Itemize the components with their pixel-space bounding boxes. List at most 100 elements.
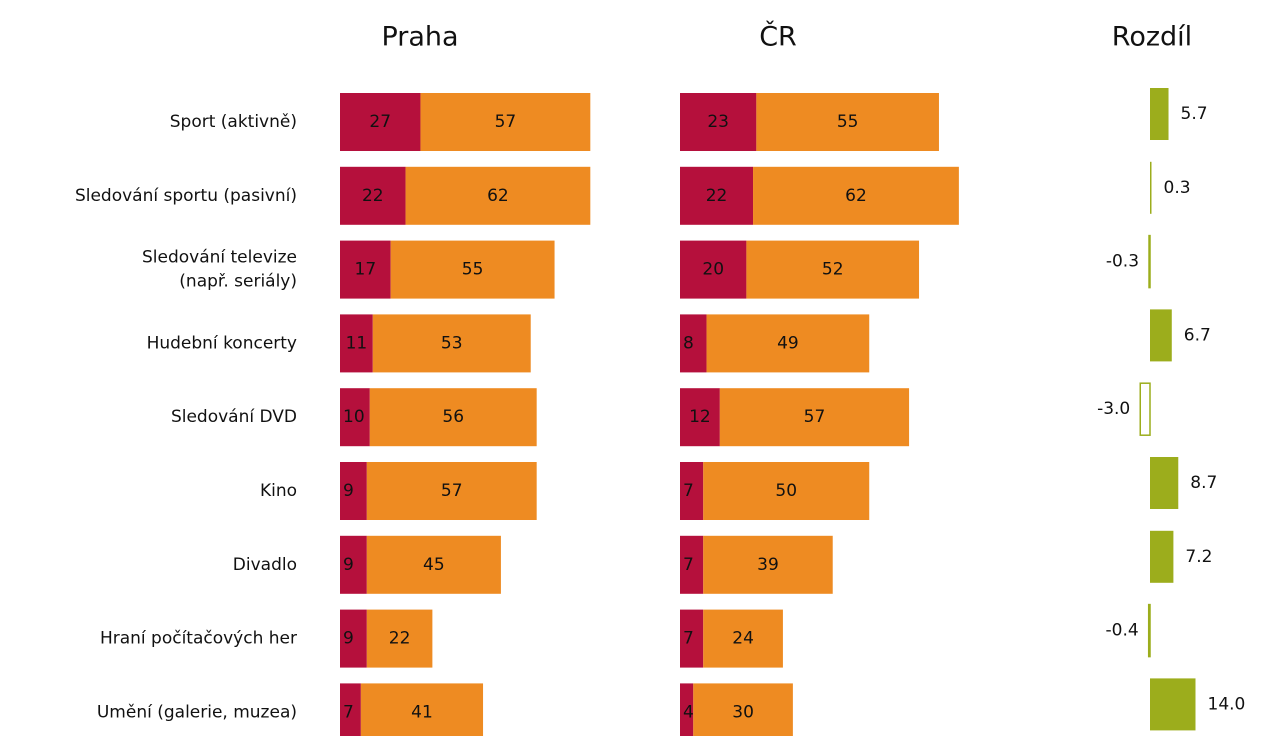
value-label: 8: [683, 333, 694, 353]
bar: [1150, 88, 1169, 140]
category-label: Hudební koncerty: [147, 333, 297, 353]
value-label: 55: [462, 260, 484, 280]
bar-segment: [680, 166, 754, 225]
category-label: Sport (aktivně): [170, 112, 297, 132]
bar-segment: [706, 314, 870, 373]
bar-segment: [693, 683, 793, 736]
value-label: 0.3: [1164, 178, 1191, 198]
value-label: 9: [343, 481, 354, 501]
bar-segment: [340, 166, 406, 225]
category-label: Kino: [260, 481, 297, 501]
bar-segment: [405, 166, 591, 225]
value-label: 17: [355, 260, 377, 280]
bar-segment: [703, 609, 783, 668]
bar: [1150, 457, 1179, 509]
value-label: 8.7: [1190, 473, 1217, 493]
bar-segment: [680, 462, 704, 520]
category-label: Divadlo: [233, 555, 297, 575]
bar-segment: [719, 388, 910, 447]
value-label: 27: [369, 112, 391, 132]
value-label: 5.7: [1181, 104, 1208, 124]
bar-segment: [420, 93, 591, 151]
bar-segment: [340, 462, 367, 520]
bar-segment: [340, 535, 367, 594]
category-label: Sledování sportu (pasivní): [75, 186, 297, 206]
value-label: 39: [757, 555, 779, 575]
value-label: 49: [777, 333, 799, 353]
bar-segment: [366, 609, 433, 668]
bar-segment: [746, 240, 920, 299]
bar: [1150, 678, 1196, 731]
bar-segment: [680, 683, 694, 736]
bar-segment: [753, 166, 959, 225]
value-label: 22: [389, 629, 411, 649]
bar-segment: [366, 535, 501, 594]
bar-segment: [680, 609, 704, 668]
value-label: 4: [683, 702, 694, 722]
bar-segment: [340, 314, 373, 373]
value-label: 62: [845, 186, 867, 206]
value-label: 24: [732, 629, 754, 649]
value-label: 57: [495, 112, 517, 132]
bar-segment: [680, 93, 757, 151]
bar-segment: [680, 314, 707, 373]
value-label: 10: [343, 407, 365, 427]
value-label: 30: [732, 702, 754, 722]
value-label: 9: [343, 629, 354, 649]
value-label: 55: [837, 112, 859, 132]
value-label: 20: [702, 260, 724, 280]
bar-segment: [340, 240, 391, 299]
value-label: 11: [346, 333, 368, 353]
value-label: 7: [683, 481, 694, 501]
value-label: 12: [689, 407, 711, 427]
value-label: 41: [411, 702, 433, 722]
bar-segment: [369, 388, 537, 447]
value-label: 7: [343, 702, 354, 722]
bar: [1150, 309, 1172, 362]
bar-segment: [366, 462, 537, 520]
bar-segment: [372, 314, 531, 373]
value-label: 52: [822, 260, 844, 280]
value-label: 62: [487, 186, 509, 206]
category-label: Sledování televize (např. seriály): [142, 248, 297, 292]
bar-segment: [680, 388, 720, 447]
category-line: (např. seriály): [179, 272, 297, 292]
value-label: 23: [707, 112, 729, 132]
bar: [1150, 530, 1174, 583]
value-label: 7: [683, 629, 694, 649]
value-label: 56: [442, 407, 464, 427]
bar-segment: [340, 388, 370, 447]
value-label: 57: [441, 481, 463, 501]
value-label: 7.2: [1185, 547, 1212, 567]
value-label: 14.0: [1208, 694, 1246, 714]
category-label: Sledování DVD: [171, 407, 297, 427]
panel-title: ČR: [759, 21, 797, 53]
value-label: 45: [423, 555, 445, 575]
category-label: Hraní počítačových her: [100, 629, 297, 649]
bar-segment: [680, 535, 704, 594]
bar: [1139, 382, 1151, 436]
value-label: -0.4: [1106, 621, 1139, 641]
bar-segment: [390, 240, 555, 299]
bar: [1147, 603, 1151, 658]
bar-segment: [340, 93, 421, 151]
bar-segment: [703, 462, 870, 520]
bar-segment: [340, 683, 361, 736]
value-label: 50: [775, 481, 797, 501]
bar-segment: [756, 93, 939, 151]
bar: [1148, 234, 1151, 289]
category-line: Sledování televize: [142, 248, 297, 268]
bar-segment: [703, 535, 833, 594]
value-label: 57: [804, 407, 826, 427]
value-label: -3.0: [1097, 399, 1130, 419]
value-label: 6.7: [1184, 325, 1211, 345]
value-label: 9: [343, 555, 354, 575]
bar-segment: [360, 683, 484, 736]
category-label: Umění (galerie, muzea): [97, 702, 297, 722]
bar: [1150, 161, 1152, 214]
value-label: 22: [362, 186, 384, 206]
value-label: 22: [706, 186, 728, 206]
value-label: 53: [441, 333, 463, 353]
panel-title: Praha: [381, 22, 458, 53]
